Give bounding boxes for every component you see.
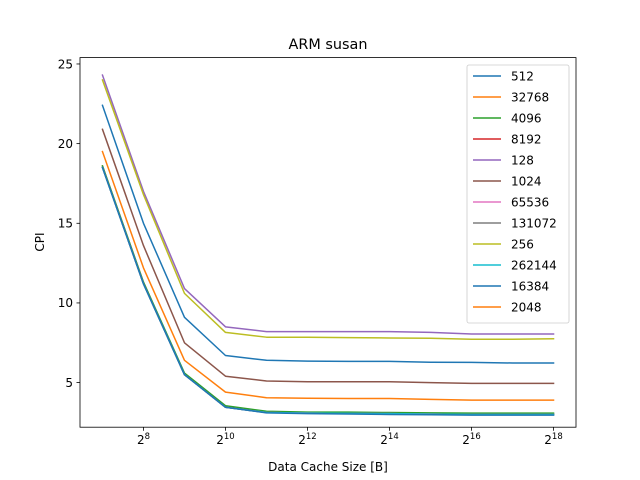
legend-label-4096: 4096 <box>511 111 542 125</box>
plot-area-frame <box>79 57 577 428</box>
y-tick-label: 20 <box>58 137 73 151</box>
series-line-256 <box>101 78 555 341</box>
legend-label-1024: 1024 <box>511 174 542 188</box>
x-axis-label: Data Cache Size [B] <box>268 460 388 474</box>
x-tick-label: 210 <box>216 432 234 447</box>
legend-frame <box>466 64 570 324</box>
legend: 512 32768 4096 8192 128 1024 65536 131072 256 262… <box>466 64 570 324</box>
x-tick-base: 2 <box>216 433 224 447</box>
x-tick-label: 216 <box>462 432 480 447</box>
x-tick-exponent: 14 <box>388 432 399 442</box>
x-tick-base: 2 <box>380 433 388 447</box>
legend-label-8192: 8192 <box>511 132 542 146</box>
x-tick-base: 2 <box>137 433 145 447</box>
y-tick-label: 25 <box>58 57 73 71</box>
legend-label-262144: 262144 <box>511 258 557 272</box>
x-tick-label: 214 <box>380 432 398 447</box>
legend-label-128: 128 <box>511 153 534 167</box>
plot-lines <box>101 74 555 416</box>
x-tick-base: 2 <box>462 433 470 447</box>
chart-title: ARM susan <box>289 37 368 53</box>
legend-label-256: 256 <box>511 237 534 251</box>
y-axis-label: CPI <box>33 232 47 251</box>
legend-label-65536: 65536 <box>511 195 549 209</box>
legend-label-16384: 16384 <box>511 279 549 293</box>
series-line-16384 <box>101 166 555 416</box>
series-line-128 <box>101 74 555 335</box>
y-tick-label: 5 <box>65 376 73 390</box>
x-tick-exponent: 10 <box>224 432 235 442</box>
y-tick-label: 10 <box>58 296 73 310</box>
x-tick-label: 28 <box>137 432 150 447</box>
series-line-512 <box>101 104 555 364</box>
x-tick-label: 212 <box>298 432 316 447</box>
series-line-2048 <box>101 150 555 401</box>
legend-label-2048: 2048 <box>511 300 542 314</box>
x-tick-exponent: 12 <box>306 432 317 442</box>
legend-label-32768: 32768 <box>511 90 549 104</box>
legend-label-512: 512 <box>511 69 534 83</box>
x-axis-ticks: 28 210 212 214 216 218 <box>137 427 563 447</box>
x-tick-exponent: 18 <box>552 432 563 442</box>
x-tick-base: 2 <box>544 433 552 447</box>
y-axis-ticks: 5 10 15 20 25 <box>58 57 80 390</box>
x-tick-exponent: 16 <box>470 432 481 442</box>
x-tick-label: 218 <box>544 432 562 447</box>
x-tick-exponent: 8 <box>145 432 150 442</box>
legend-label-131072: 131072 <box>511 216 557 230</box>
y-tick-label: 15 <box>58 217 73 231</box>
series-line-1024 <box>101 128 555 385</box>
x-tick-base: 2 <box>298 433 306 447</box>
